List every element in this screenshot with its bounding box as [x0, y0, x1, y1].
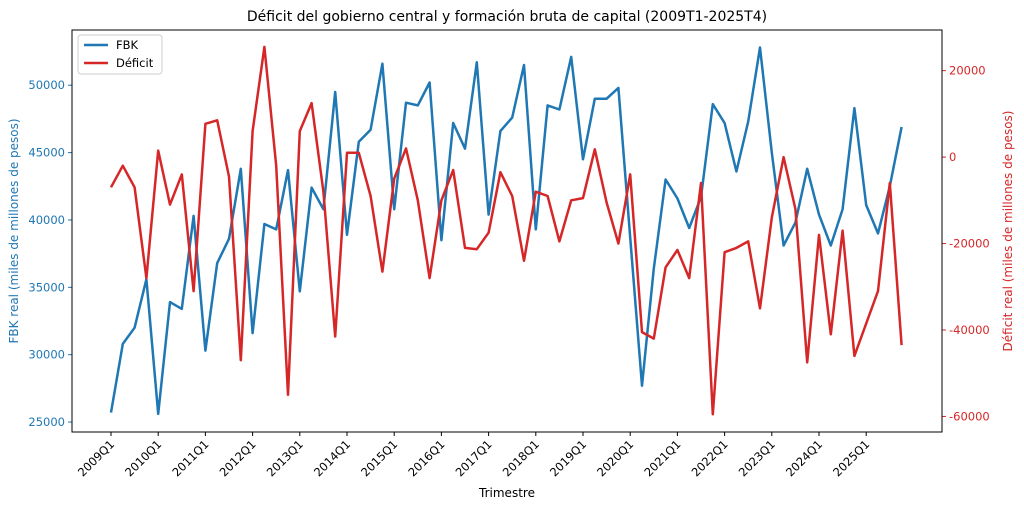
series-line-deficit	[109, 45, 903, 416]
x-tick-label: 2019Q1	[547, 437, 589, 479]
y-left-tick-label: 35000	[28, 280, 65, 294]
x-tick-label: 2013Q1	[264, 437, 306, 479]
x-tick-label: 2017Q1	[453, 437, 495, 479]
plot-frame	[71, 29, 943, 433]
y-right-tick-label: -20000	[949, 237, 990, 251]
x-tick-label: 2020Q1	[594, 437, 636, 479]
x-tick-label: 2025Q1	[830, 437, 872, 479]
x-tick-label: 2012Q1	[217, 437, 259, 479]
y-right-tick-label: -40000	[949, 323, 990, 337]
x-tick-label: 2015Q1	[358, 437, 400, 479]
x-tick-label: 2023Q1	[736, 437, 778, 479]
x-tick-label: 2024Q1	[783, 437, 825, 479]
y-left-tick-label: 50000	[28, 78, 65, 92]
x-tick-label: 2016Q1	[405, 437, 447, 479]
y-right-tick-label: 0	[949, 150, 956, 164]
y-left-tick-label: 40000	[28, 213, 65, 227]
y-axis-label-right: Déficit real (miles de millones de pesos…	[1001, 111, 1015, 352]
x-tick-label: 2011Q1	[169, 437, 211, 479]
series-line-fbk	[109, 46, 903, 416]
y-right-tick-label: 20000	[949, 64, 986, 78]
y-left-tick-label: 25000	[28, 415, 65, 429]
x-tick-label: 2022Q1	[689, 437, 731, 479]
y-left-tick-label: 45000	[28, 146, 65, 160]
x-tick-label: 2018Q1	[500, 437, 542, 479]
x-tick-label: 2021Q1	[641, 437, 683, 479]
x-tick-label: 2009Q1	[75, 437, 117, 479]
legend-deficit-label: Déficit	[116, 56, 154, 70]
x-tick-label: 2014Q1	[311, 437, 353, 479]
x-axis-label: Trimestre	[478, 486, 535, 500]
y-right-tick-label: -60000	[949, 409, 990, 423]
y-axis-label-left: FBK real (miles de millones de pesos)	[7, 118, 21, 343]
legend: FBK Déficit	[77, 34, 163, 75]
chart-title: Déficit del gobierno central y formación…	[247, 9, 767, 25]
legend-fbk-label: FBK	[116, 38, 139, 52]
y-left-tick-label: 30000	[28, 348, 65, 362]
x-tick-label: 2010Q1	[122, 437, 164, 479]
